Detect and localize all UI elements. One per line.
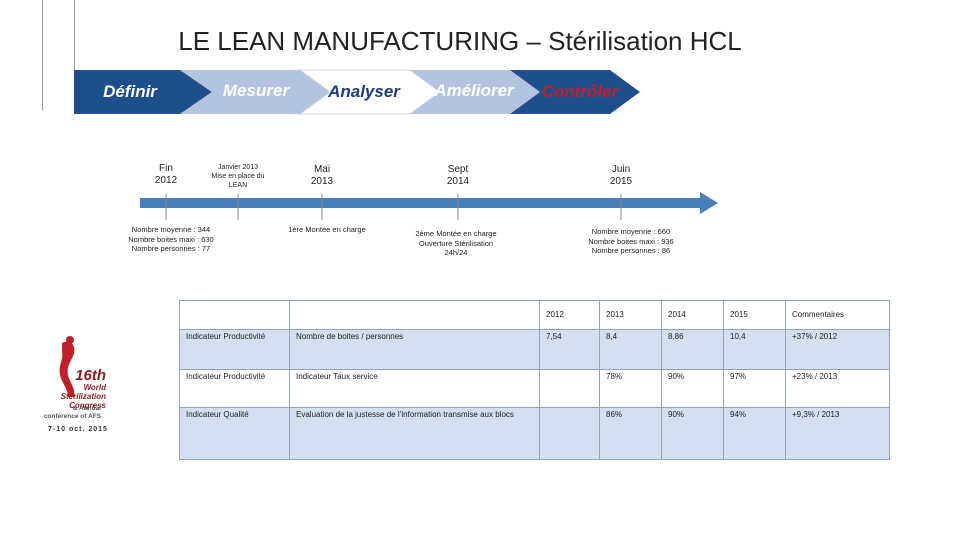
table-row: Indicateur Productivité Nombre de boites… — [179, 329, 890, 370]
table-cell: Indicateur Productivité — [179, 329, 290, 370]
table-cell: +9,3% / 2013 — [785, 407, 890, 460]
table-cell: Indicateur Taux service — [289, 369, 540, 408]
timeline-date-janvier-2013: Janvier 2013 Mise en place du LEAN — [211, 164, 265, 189]
congress-logo-figure — [59, 336, 75, 397]
timeline-arrow-shaft — [140, 198, 700, 208]
phase-label-ameliorer: Améliorer — [433, 81, 515, 100]
table-cell: Evaluation de la justesse de l’informati… — [289, 407, 540, 460]
phase-chevron-mesurer — [180, 70, 330, 114]
phase-label-definir: Définir — [103, 82, 158, 101]
phase-chevron-controler — [510, 70, 640, 114]
table-cell: 97% — [723, 369, 786, 408]
table-header-cell — [289, 300, 540, 330]
table-header-cell — [179, 300, 290, 330]
table-header-row: 2012 2013 2014 2015 Commentaires — [179, 300, 890, 330]
table-row: Indicateur Qualité Evaluation de la just… — [179, 407, 890, 460]
timeline-note-2015-stats: Nombre moyenne : 660 Nombre boites maxi … — [588, 227, 674, 255]
left-guide-line-2 — [74, 0, 75, 110]
table-cell: 10,4 — [723, 329, 786, 370]
timeline-date-mai-2013: Mai 2013 — [310, 164, 334, 187]
table-cell: 94% — [723, 407, 786, 460]
phase-label-controler: Contrôler — [542, 82, 620, 101]
table-cell: +23% / 2013 — [785, 369, 890, 408]
table-row: Indicateur Productivité Indicateur Taux … — [179, 369, 890, 408]
table-header-cell: 2012 — [539, 300, 600, 330]
table-cell — [539, 407, 600, 460]
table-cell — [539, 369, 600, 408]
congress-logo-subtitle: & Annual conference of AFS — [43, 405, 101, 420]
table-cell: +37% / 2012 — [785, 329, 890, 370]
table-cell: Nombre de boites / personnes — [289, 329, 540, 370]
logo-figure-shape — [59, 341, 75, 397]
table-cell: 8,86 — [661, 329, 724, 370]
table-cell: 7,54 — [539, 329, 600, 370]
table-cell: 90% — [661, 407, 724, 460]
page-title: LE LEAN MANUFACTURING – Stérilisation HC… — [178, 26, 742, 56]
timeline-note-premiere-montee: 1ère Montée en charge — [288, 225, 366, 234]
timeline-date-sept-2014: Sept 2014 — [446, 164, 470, 187]
timeline-date-juin-2015: Juin 2015 — [609, 164, 633, 187]
phase-label-mesurer: Mesurer — [223, 81, 291, 100]
phase-chevron-definir — [74, 70, 212, 114]
timeline-note-deuxieme-montee: 2ème Montée en charge Ouverture Stérilis… — [415, 229, 497, 257]
table-header-cell: 2013 — [599, 300, 662, 330]
timeline-date-fin-2012: Fin 2012 — [154, 163, 178, 186]
table-header-cell: 2014 — [661, 300, 724, 330]
table-cell: Indicateur Qualité — [179, 407, 290, 460]
timeline-arrow-head — [700, 192, 718, 214]
indicators-table: 2012 2013 2014 2015 Commentaires Indicat… — [179, 300, 890, 460]
congress-logo-date: 7-10 oct. 2015 — [48, 426, 108, 433]
timeline-note-2012-stats: Nombre moyenne : 344 Nombre boites maxi … — [128, 225, 214, 253]
congress-logo-text: 16th World Sterilization Congress — [60, 367, 106, 410]
phase-label-analyser: Analyser — [327, 82, 401, 101]
table-header-cell: 2015 — [723, 300, 786, 330]
table-cell: 90% — [661, 369, 724, 408]
phase-chevron-ameliorer — [410, 70, 540, 114]
left-guide-line — [42, 0, 43, 110]
table-cell: 8,4 — [599, 329, 662, 370]
table-cell: Indicateur Productivité — [179, 369, 290, 408]
table-header-cell: Commentaires — [785, 300, 890, 330]
timeline-arrow — [140, 192, 718, 220]
table-cell: 78% — [599, 369, 662, 408]
table-cell: 86% — [599, 407, 662, 460]
phase-chevrons: Définir Mesurer Analyser Améliorer Contr… — [74, 69, 640, 115]
